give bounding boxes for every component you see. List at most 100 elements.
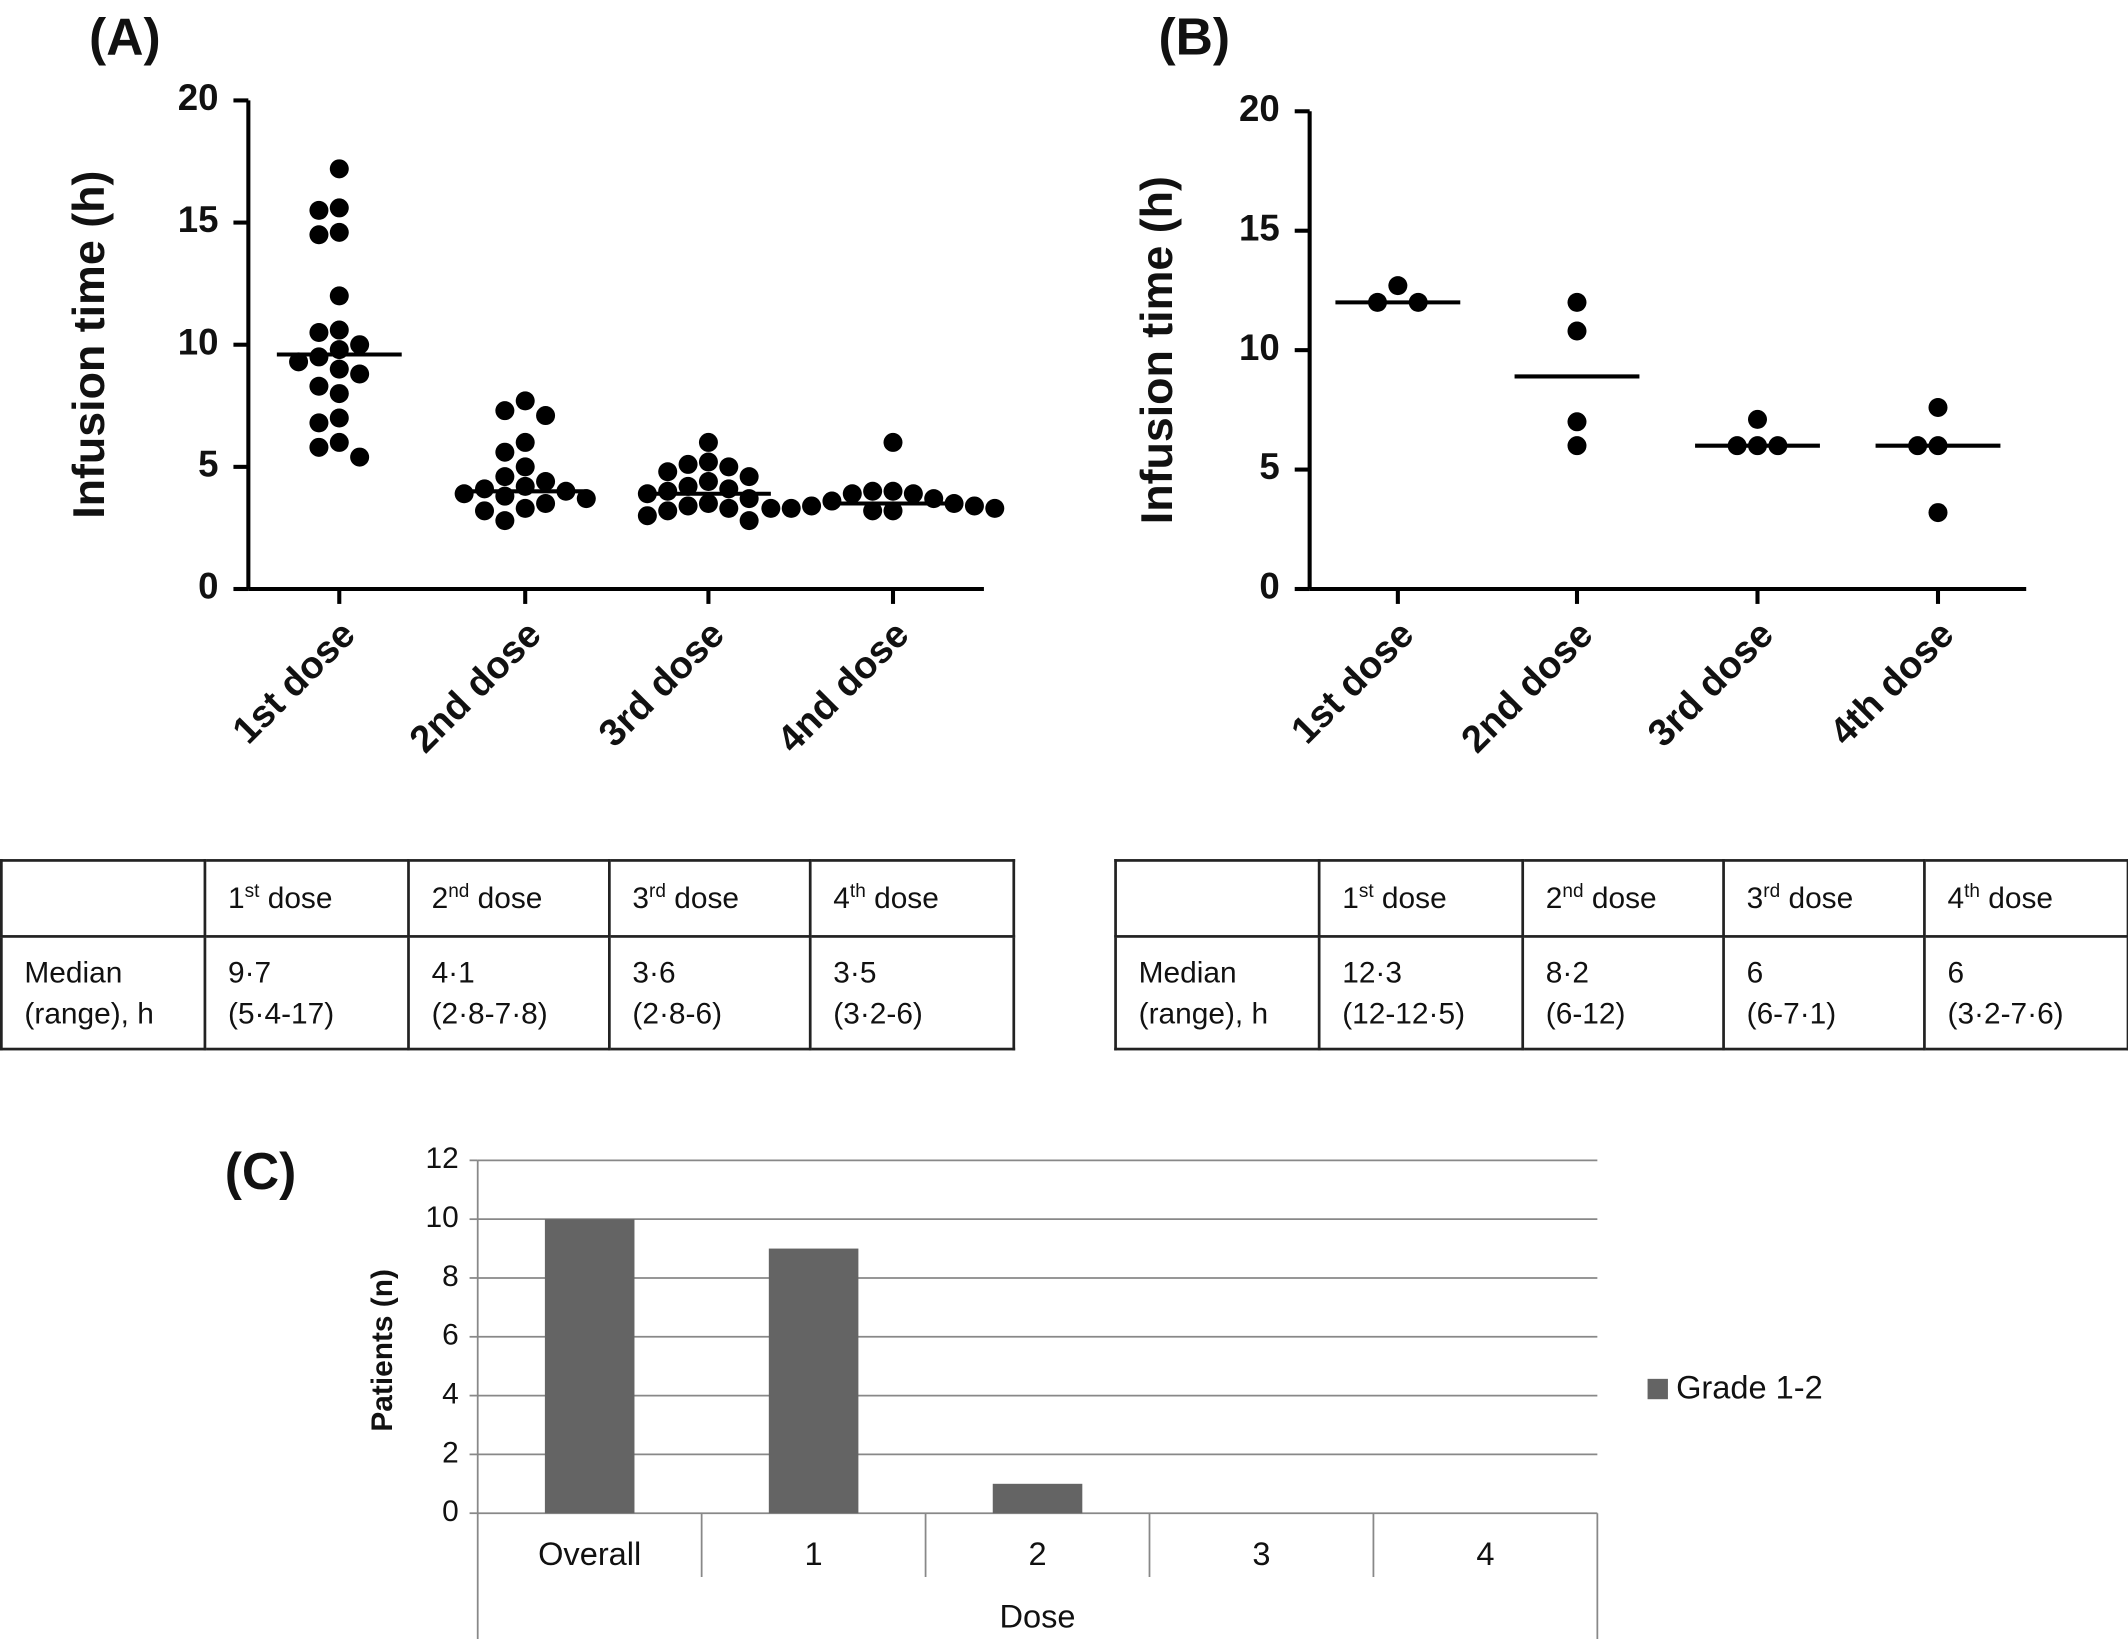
- data-point: [350, 335, 370, 355]
- y-tick-label: 0: [1259, 566, 1279, 607]
- data-point: [329, 286, 349, 306]
- y-tick-label: 5: [198, 444, 218, 485]
- data-point: [842, 484, 862, 504]
- data-point: [309, 225, 329, 245]
- panel-label: (B): [1158, 7, 1230, 65]
- header-cell: 1st dose: [203, 859, 410, 938]
- data-point: [309, 376, 329, 396]
- data-point: [1567, 292, 1587, 312]
- dose-number: 3: [1746, 880, 1764, 915]
- x-tick-label: Overall: [538, 1536, 641, 1572]
- y-axis-label: Infusion time (h): [64, 171, 114, 519]
- x-tick-label: 1st dose: [225, 613, 364, 752]
- legend-swatch: [1647, 1378, 1668, 1400]
- data-point: [883, 481, 903, 501]
- value-cell: 6 (6-7·1): [1722, 935, 1926, 1051]
- data-point: [698, 472, 718, 492]
- y-axis-label: Infusion time (h): [1132, 176, 1182, 524]
- value-cell: 8·2 (6-12): [1521, 935, 1725, 1051]
- data-point: [536, 472, 556, 492]
- data-point: [495, 401, 515, 421]
- data-point: [637, 506, 657, 526]
- y-tick-label: 20: [1239, 88, 1280, 129]
- panel-label: (C): [225, 1142, 297, 1200]
- range: (5·4-17): [227, 995, 335, 1030]
- header-cell: 4th dose: [1923, 859, 2128, 938]
- median: 9·7: [227, 954, 272, 989]
- x-tick-label: 1: [805, 1536, 823, 1572]
- y-tick-label: 10: [1239, 327, 1280, 368]
- y-tick-label: 0: [442, 1495, 459, 1528]
- data-point: [719, 457, 739, 477]
- value-cell: 3·5 (3·2-6): [808, 935, 1016, 1051]
- data-point: [863, 501, 883, 521]
- y-tick-label: 2: [442, 1436, 459, 1469]
- data-point: [1747, 409, 1767, 429]
- data-point: [678, 454, 698, 474]
- ordinal-suffix: th: [1964, 879, 1980, 902]
- data-point: [1567, 412, 1587, 432]
- body-row: Median (range), h 9·7 (5·4-17) 4·1 (2·8-7·8)…: [0, 935, 1016, 1051]
- ordinal-suffix: th: [849, 879, 866, 902]
- ordinal-suffix: rd: [1763, 879, 1781, 902]
- data-point: [576, 489, 596, 509]
- data-point: [883, 501, 903, 521]
- data-point: [903, 484, 923, 504]
- data-table: 1st dose 2nd dose 3rd dose 4th dose Median (…: [1114, 859, 2128, 1051]
- y-axis-label: Patients (n): [366, 1269, 399, 1432]
- panel-label: (A): [89, 7, 161, 65]
- value-cell: 6 (3·2-7·6): [1923, 935, 2128, 1051]
- x-tick-label: 2nd dose: [1454, 613, 1602, 761]
- y-tick-label: 0: [198, 566, 218, 607]
- data-point: [350, 447, 370, 467]
- dose-word: dose: [1381, 880, 1447, 915]
- median: 4·1: [431, 954, 475, 989]
- x-axis-label: Dose: [1000, 1599, 1076, 1635]
- data-point: [1928, 397, 1948, 417]
- data-point: [474, 501, 494, 521]
- dose-word: dose: [1988, 880, 2054, 915]
- data-point: [495, 467, 515, 487]
- data-point: [698, 452, 718, 472]
- data-point: [698, 432, 718, 452]
- range: (6-12): [1545, 995, 1626, 1030]
- data-point: [536, 493, 556, 513]
- range: (2·8-7·8): [431, 995, 548, 1030]
- data-point: [495, 442, 515, 462]
- data-point: [883, 432, 903, 452]
- y-tick-label: 15: [1239, 207, 1280, 248]
- y-tick-label: 10: [178, 321, 219, 362]
- header-cell: 2nd dose: [1521, 859, 1725, 938]
- body-row: Median (range), h 12·3 (12-12·5) 8·2 (6-12) 6…: [1114, 935, 2128, 1051]
- dose-word: dose: [1591, 880, 1657, 915]
- data-point: [781, 498, 801, 518]
- data-point: [698, 493, 718, 513]
- data-point: [454, 484, 474, 504]
- data-point: [1567, 321, 1587, 341]
- data-point: [329, 408, 349, 428]
- data-point: [309, 322, 329, 342]
- value-cell: 9·7 (5·4-17): [203, 935, 410, 1051]
- data-point: [1928, 503, 1948, 523]
- data-point: [515, 457, 535, 477]
- ordinal-suffix: rd: [649, 879, 666, 902]
- x-tick-label: 3rd dose: [591, 613, 733, 755]
- corner-cell: [1114, 859, 1321, 938]
- value-cell: 12·3 (12-12·5): [1317, 935, 1525, 1051]
- median: 3·6: [632, 954, 676, 989]
- data-point: [329, 384, 349, 404]
- header-cell: 1st dose: [1317, 859, 1525, 938]
- dose-number: 1: [1342, 880, 1359, 915]
- data-point: [1388, 276, 1408, 296]
- data-point: [515, 498, 535, 518]
- y-tick-label: 5: [1259, 446, 1279, 487]
- data-point: [329, 198, 349, 218]
- data-point: [985, 498, 1005, 518]
- data-point: [474, 479, 494, 499]
- x-tick-label: 4: [1476, 1536, 1494, 1572]
- x-tick-label: 3rd dose: [1640, 613, 1782, 755]
- dose-word: dose: [874, 880, 939, 915]
- bar: [768, 1248, 859, 1514]
- header-cell: 2nd dose: [407, 859, 611, 938]
- dose-number: 2: [1545, 880, 1563, 915]
